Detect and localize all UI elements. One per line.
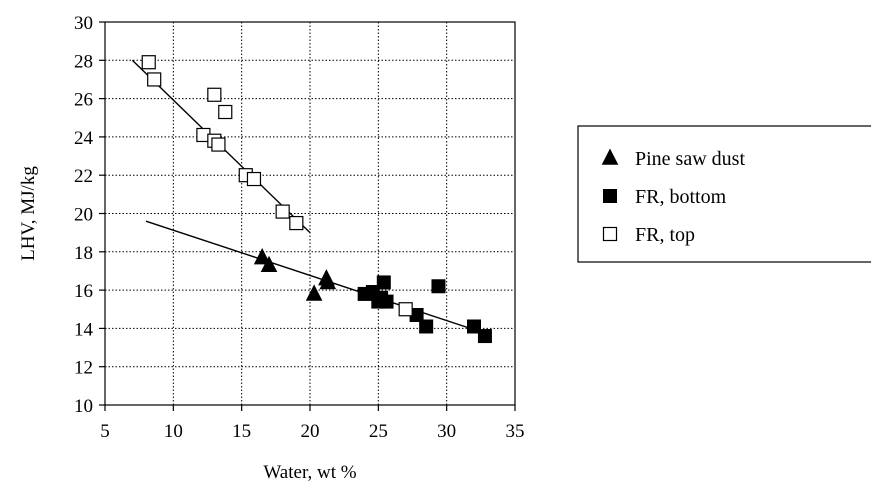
x-tick-label: 30 xyxy=(437,421,456,442)
legend-marker-3 xyxy=(602,226,618,242)
data-points xyxy=(141,55,492,344)
y-tick-label: 30 xyxy=(74,13,93,34)
legend-label-2: FR, bottom xyxy=(635,186,727,208)
legend: Pine saw dust FR, bottom FR, top xyxy=(577,125,871,263)
legend-label-3: FR, top xyxy=(635,224,695,246)
legend-marker-2 xyxy=(603,189,617,203)
y-tick-label: 16 xyxy=(74,281,93,302)
x-axis-label: Water, wt % xyxy=(263,462,356,483)
data-point-series-2 xyxy=(419,319,434,334)
data-point-series-1 xyxy=(253,248,271,265)
data-point-series-3 xyxy=(211,137,226,152)
y-tick-label: 10 xyxy=(74,396,93,417)
legend-box xyxy=(577,125,871,263)
data-point-series-2 xyxy=(379,294,394,309)
x-axis-ticks: 5 10 15 20 25 30 35 xyxy=(100,405,525,442)
y-axis-label: LHV, MJ/kg xyxy=(18,166,39,261)
data-point-series-2 xyxy=(431,279,446,294)
grid xyxy=(105,22,515,405)
x-tick-label: 20 xyxy=(301,421,320,442)
data-point-series-3 xyxy=(289,215,304,231)
x-tick-label: 5 xyxy=(100,421,110,442)
x-tick-label: 10 xyxy=(164,421,183,442)
data-point-series-3 xyxy=(218,104,233,120)
y-tick-label: 28 xyxy=(74,51,93,72)
data-point-series-3 xyxy=(141,55,156,70)
y-tick-label: 14 xyxy=(74,319,94,340)
legend-label-1: Pine saw dust xyxy=(635,148,745,170)
y-tick-label: 20 xyxy=(74,205,93,226)
data-point-series-2 xyxy=(376,275,391,290)
data-point-series-3 xyxy=(398,302,413,317)
y-tick-label: 26 xyxy=(74,90,93,111)
data-point-series-3 xyxy=(246,171,262,187)
data-point-series-3 xyxy=(207,87,222,102)
y-tick-label: 12 xyxy=(74,358,93,379)
data-point-series-3 xyxy=(147,72,162,87)
legend-marker-1 xyxy=(601,148,619,165)
data-point-series-3 xyxy=(275,204,290,219)
x-tick-label: 25 xyxy=(369,421,388,442)
y-tick-label: 18 xyxy=(74,243,93,264)
data-point-series-2 xyxy=(467,319,481,334)
x-tick-label: 15 xyxy=(232,421,251,442)
data-point-series-1 xyxy=(319,272,337,290)
y-axis-ticks: 10 12 14 16 18 20 22 24 26 28 30 xyxy=(74,13,105,417)
trendline xyxy=(145,220,488,335)
data-point-series-1 xyxy=(260,255,278,273)
y-tick-label: 22 xyxy=(74,166,93,187)
x-tick-label: 35 xyxy=(506,421,525,442)
y-tick-label: 24 xyxy=(74,128,94,149)
data-point-series-2 xyxy=(477,329,492,344)
data-point-series-1 xyxy=(305,284,323,301)
